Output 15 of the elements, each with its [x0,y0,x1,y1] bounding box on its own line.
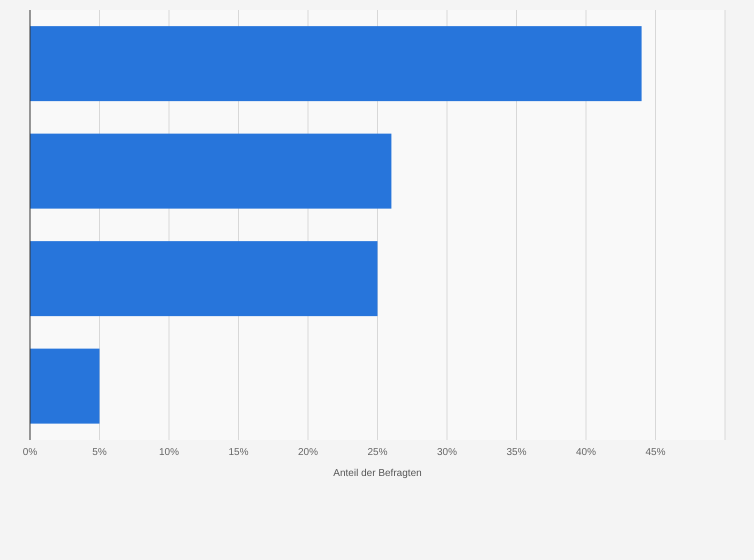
x-axis-title: Anteil der Befragten [333,468,422,479]
x-tick-label: 25% [367,447,388,458]
bar [30,26,642,102]
x-tick-label: 15% [228,447,249,458]
bar [30,348,100,424]
x-tick-label: 35% [506,447,527,458]
x-tick-label: 20% [298,447,318,458]
x-tick-label: 45% [645,447,666,458]
x-tick-label: 5% [92,447,107,458]
x-tick-label: 0% [22,447,38,458]
x-tick-label: 10% [158,447,180,458]
bar [30,241,378,316]
bar [30,134,392,209]
x-tick-label: 30% [436,447,458,458]
x-tick-label: 40% [576,447,596,458]
